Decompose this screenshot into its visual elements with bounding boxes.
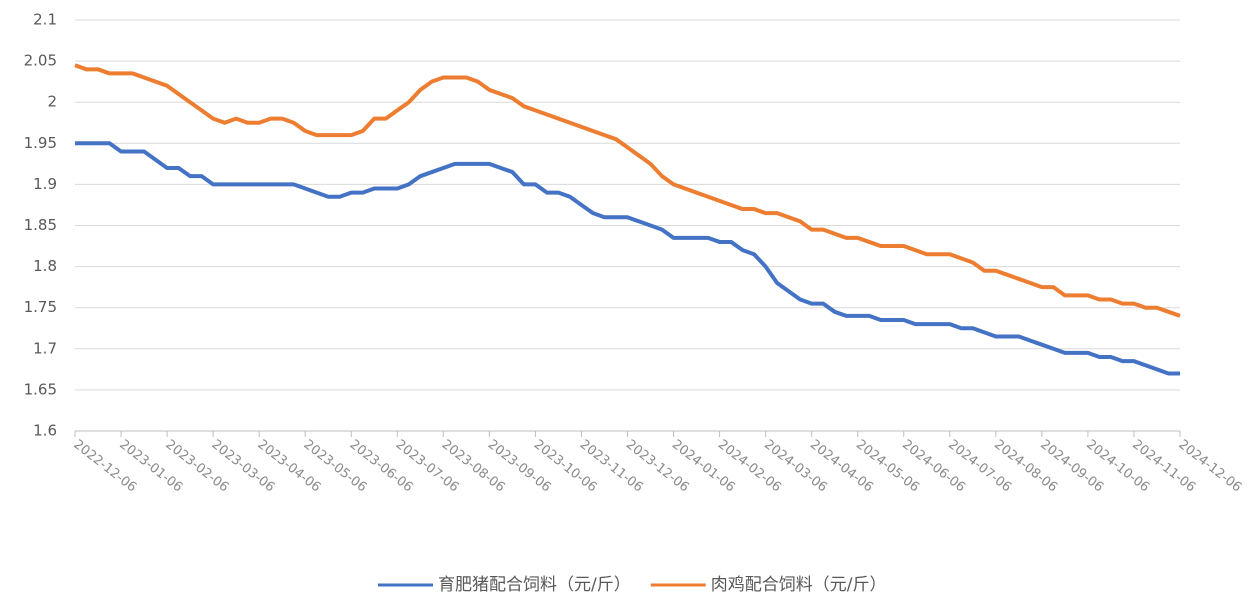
y-tick-label: 1.9 bbox=[33, 175, 57, 193]
y-tick-label: 1.85 bbox=[24, 216, 57, 234]
legend-label: 育肥猪配合饲料（元/斤） bbox=[438, 575, 631, 595]
y-tick-label: 1.95 bbox=[24, 134, 57, 152]
legend-label: 肉鸡配合饲料（元/斤） bbox=[711, 575, 887, 595]
y-tick-label: 1.75 bbox=[24, 298, 57, 316]
series-line bbox=[75, 141, 1180, 376]
y-tick-label: 2.1 bbox=[33, 11, 57, 29]
series-line bbox=[74, 63, 1181, 318]
y-tick-label: 2.05 bbox=[24, 52, 57, 70]
y-tick-label: 1.6 bbox=[33, 422, 57, 440]
y-tick-label: 2 bbox=[47, 93, 57, 111]
y-tick-label: 1.8 bbox=[33, 257, 57, 275]
y-tick-label: 1.65 bbox=[24, 380, 57, 398]
y-tick-label: 1.7 bbox=[33, 339, 57, 357]
